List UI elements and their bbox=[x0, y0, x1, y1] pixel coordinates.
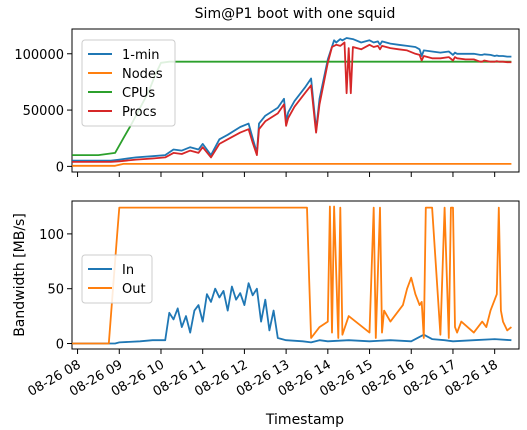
bottom-series-lines bbox=[72, 205, 512, 345]
y-tick-label: 100000 bbox=[14, 48, 64, 63]
legend-box bbox=[81, 39, 176, 127]
legend-label: Out bbox=[122, 282, 146, 297]
chart-title: Sim@P1 boot with one squid bbox=[195, 6, 396, 22]
y-tick-label: 50000 bbox=[23, 104, 64, 119]
y-tick-label: 0 bbox=[56, 160, 64, 175]
top-x-ticks bbox=[77, 172, 496, 177]
legend-label: In bbox=[122, 263, 134, 278]
bottom-y-axis: 0 50 100 bbox=[39, 228, 72, 353]
bottom-y-axis-label: Bandwidth [MB/s] bbox=[12, 213, 28, 337]
bottom-legend: In Out bbox=[81, 254, 153, 304]
top-legend: 1-min Nodes CPUs Procs bbox=[81, 39, 176, 127]
top-panel-frame bbox=[71, 28, 520, 173]
legend-label: Nodes bbox=[122, 67, 163, 82]
legend-box bbox=[81, 254, 153, 304]
x-axis-label: Timestamp bbox=[265, 412, 344, 428]
y-tick-label: 0 bbox=[56, 338, 64, 353]
legend-label: CPUs bbox=[122, 86, 155, 101]
series-line-in bbox=[72, 282, 512, 345]
series-line-procs bbox=[72, 41, 512, 163]
legend-label: Procs bbox=[122, 105, 157, 120]
series-line-1-min bbox=[72, 37, 512, 162]
top-panel: 0 50000 100000 1-min Nodes CPUs Procs bbox=[14, 28, 520, 177]
series-line-nodes bbox=[72, 162, 512, 167]
top-y-axis: 0 50000 100000 bbox=[14, 48, 72, 175]
bottom-panel-frame bbox=[71, 200, 520, 350]
y-tick-label: 100 bbox=[39, 228, 64, 243]
y-tick-label: 50 bbox=[47, 283, 64, 298]
series-line-out bbox=[72, 205, 512, 345]
legend-label: 1-min bbox=[122, 48, 159, 63]
